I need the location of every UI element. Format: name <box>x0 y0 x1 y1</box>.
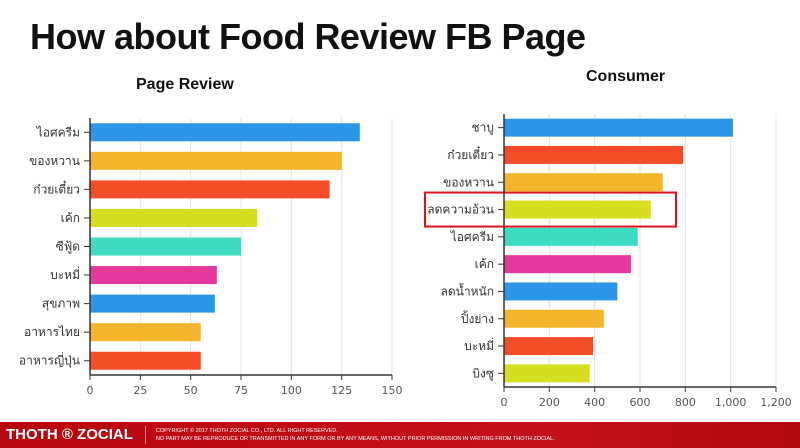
category-label: ของหวาน <box>443 175 494 189</box>
x-tick-label: 75 <box>234 384 248 397</box>
bar-1-2 <box>504 173 663 192</box>
bar-0-6 <box>90 294 215 313</box>
bar-1-4 <box>504 227 638 246</box>
slide-title: How about Food Review FB Page <box>30 16 586 57</box>
category-label: ก๋วยเตี๋ยว <box>33 180 80 197</box>
bar-1-8 <box>504 337 594 356</box>
x-tick-label: 25 <box>133 384 147 397</box>
category-label: เค้ก <box>61 211 80 225</box>
x-tick-label: 125 <box>331 384 352 397</box>
bar-0-4 <box>90 237 241 256</box>
category-label: ซีฟู้ด <box>56 240 80 255</box>
category-label: บะหมี่ <box>50 266 80 282</box>
bar-1-0 <box>504 118 733 137</box>
x-tick-label: 600 <box>630 396 651 409</box>
x-tick-label: 50 <box>184 384 198 397</box>
category-label: ไอศครีม <box>36 125 80 139</box>
category-label: ไอศครีม <box>450 230 494 244</box>
bar-0-0 <box>90 123 360 142</box>
x-tick-label: 0 <box>87 384 94 397</box>
bar-0-5 <box>90 266 217 285</box>
bar-0-1 <box>90 151 342 170</box>
bar-0-2 <box>90 180 330 199</box>
x-tick-label: 1,000 <box>715 396 747 409</box>
bar-1-1 <box>504 145 684 164</box>
bar-1-3 <box>504 200 651 219</box>
x-tick-label: 400 <box>584 396 605 409</box>
copyright-line-1: COPYRIGHT © 2017 THOTH ZOCIAL CO., LTD. … <box>155 428 338 434</box>
category-label: อาหารไทย <box>24 325 80 339</box>
x-tick-label: 200 <box>539 396 560 409</box>
bar-1-6 <box>504 282 618 301</box>
x-tick-label: 100 <box>281 384 302 397</box>
category-label: เค้ก <box>475 257 494 271</box>
highlight-box <box>424 191 677 228</box>
bar-1-9 <box>504 364 590 383</box>
x-tick-label: 800 <box>675 396 696 409</box>
x-tick-label: 150 <box>382 384 403 397</box>
category-label: สุขภาพ <box>42 297 80 312</box>
brand-logo: THOTH ® ZOCIAL <box>0 426 146 444</box>
chart-title-page-review: Page Review <box>136 76 234 93</box>
category-label: ปิ้งย่าง <box>460 310 494 326</box>
copyright-text: COPYRIGHT © 2017 THOTH ZOCIAL CO., LTD. … <box>146 427 555 443</box>
x-tick-label: 0 <box>501 396 508 409</box>
category-label: ลดความอ้วน <box>427 203 494 217</box>
bar-0-3 <box>90 208 258 227</box>
category-label: ลดน้ำหนัก <box>441 282 494 298</box>
bar-1-5 <box>504 255 631 274</box>
category-label: ก๋วยเตี๋ยว <box>447 145 494 162</box>
chart-title-consumer: Consumer <box>586 68 666 85</box>
category-label: ของหวาน <box>29 154 80 168</box>
bar-0-7 <box>90 323 201 342</box>
x-tick-label: 1,200 <box>760 396 792 409</box>
category-label: อาหารญี่ปุ่น <box>19 352 80 369</box>
copyright-line-2: NO PART MAY BE REPRODUCE OR TRANSMITTED … <box>155 436 555 442</box>
category-label: ชาบู <box>472 121 495 136</box>
category-label: บะหมี่ <box>464 337 494 353</box>
footer-bar: THOTH ® ZOCIAL COPYRIGHT © 2017 THOTH ZO… <box>0 422 800 448</box>
bar-1-7 <box>504 309 604 328</box>
category-label: บิงซู <box>472 366 494 381</box>
bar-charts: 0 25 50 75 100 125 150ไอศครีมของหวานก๋วยเตี๋ยว… <box>19 114 792 409</box>
bar-0-8 <box>90 351 201 370</box>
